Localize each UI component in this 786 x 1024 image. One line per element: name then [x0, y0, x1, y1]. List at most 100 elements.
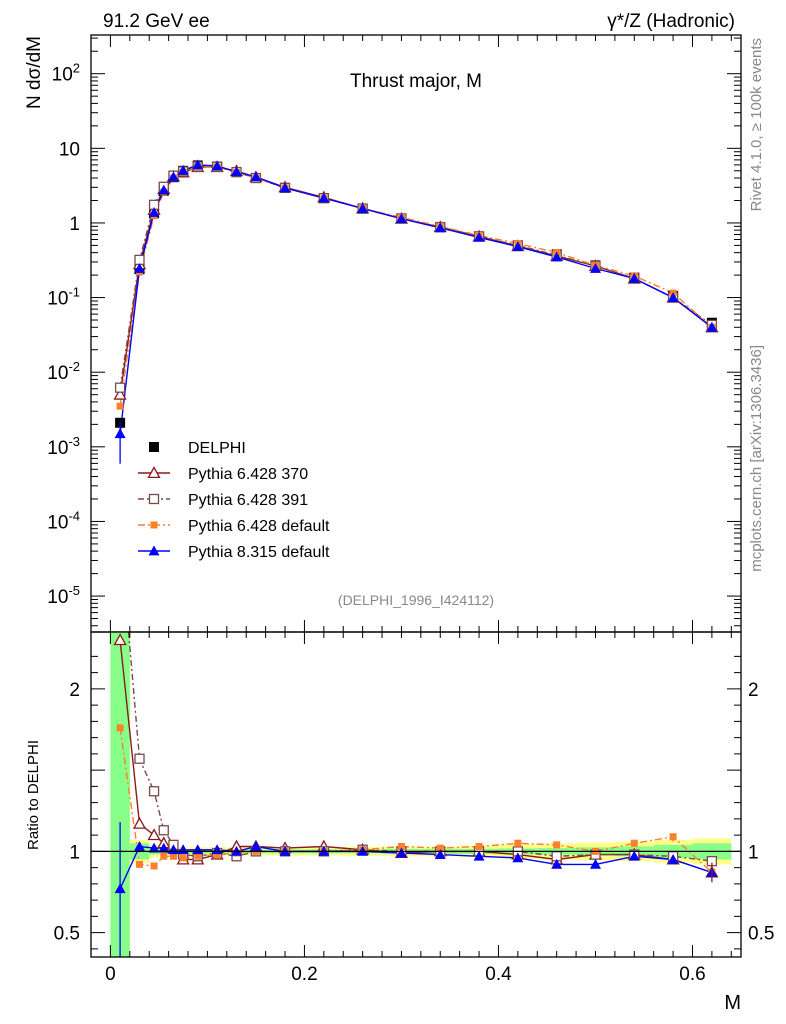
y-tick-label: 10-3	[47, 434, 80, 459]
ratio-point	[589, 858, 601, 869]
ratio-point	[475, 843, 483, 850]
data-point	[134, 254, 145, 266]
ratio-point	[160, 852, 168, 860]
analysis-watermark: (DELPHI_1996_I424112)	[338, 592, 494, 608]
header-left: 91.2 GeV ee	[103, 11, 210, 32]
x-axis-label: M	[724, 992, 741, 1014]
data-point	[279, 182, 291, 193]
ratio-lines	[119, 632, 713, 890]
plot-frame	[90, 34, 742, 633]
legend-marker	[150, 521, 158, 529]
ratio-point	[150, 862, 158, 870]
header-right: γ*/Z (Hadronic)	[607, 11, 735, 32]
y-tick-label-right: 1	[748, 842, 759, 863]
legend: DELPHI Pythia 6.428 370 Pythia 6.428 391 Py…	[138, 440, 330, 561]
data-point	[114, 382, 126, 393]
ratio-point	[136, 860, 144, 868]
ratio-point	[434, 849, 446, 860]
ratio-point	[194, 852, 202, 860]
data-point	[113, 387, 127, 400]
x-tick-label: 0.4	[485, 964, 512, 985]
x-tick-label: 0	[105, 964, 116, 985]
main-panel: 10-5 10-4 10-3 10-2 10-1 1 10 102 Thrust major,…	[24, 34, 742, 633]
data-point	[211, 160, 223, 171]
ratio-point	[630, 839, 638, 847]
ratio-series-line	[119, 727, 713, 874]
data-point	[167, 171, 179, 182]
ratio-series-line	[127, 632, 712, 862]
ratio-point	[169, 852, 177, 860]
y-tick-label: 10-1	[47, 285, 80, 310]
ratio-point	[250, 841, 262, 851]
ratio-markers	[113, 633, 719, 957]
data-point	[395, 213, 407, 224]
legend-marker	[147, 466, 161, 479]
data-point	[177, 164, 189, 175]
series-line	[119, 165, 713, 407]
legend-marker	[149, 442, 159, 452]
data-point	[192, 159, 204, 170]
main-markers	[113, 159, 719, 464]
data-point	[357, 203, 369, 213]
data-point	[512, 241, 524, 252]
data-point	[473, 231, 485, 242]
ratio-point	[395, 847, 407, 858]
main-ylabel: N dσ/dM	[24, 36, 45, 109]
y-tick-label-right: 0.5	[748, 924, 774, 945]
ratio-band	[110, 632, 732, 957]
rivet-version-label: Rivet 4.1.0, ≥ 100k events	[748, 38, 765, 211]
data-point	[706, 321, 718, 332]
x-tick-label: 0.2	[291, 964, 317, 985]
x-tick-label: 0.6	[679, 964, 705, 985]
ratio-point	[397, 843, 405, 850]
ratio-point	[628, 850, 640, 861]
main-lines	[119, 164, 713, 434]
ratio-point	[473, 850, 485, 861]
ratio-axes: 0.5 0.5 1 1 2 2 0 0.2 0.4 0.6	[54, 631, 774, 985]
ratio-point	[148, 842, 160, 853]
ratio-point	[179, 854, 187, 862]
data-point	[589, 263, 601, 273]
legend-marker	[148, 493, 160, 505]
ratio-point	[147, 828, 161, 841]
data-point	[318, 192, 330, 203]
stat-band	[110, 632, 130, 957]
series-line	[119, 165, 713, 388]
data-point	[667, 292, 679, 302]
legend-marker	[148, 545, 160, 556]
y-tick-label: 1	[69, 214, 80, 235]
ratio-point	[113, 633, 127, 646]
ratio-point	[134, 841, 146, 851]
ratio-point	[551, 858, 563, 869]
data-point	[134, 263, 146, 273]
data-point	[628, 273, 640, 283]
ratio-ylabel: Ratio to DELPHI	[25, 740, 42, 850]
data-point	[116, 402, 124, 410]
ratio-point	[436, 844, 444, 852]
data-point	[551, 251, 563, 262]
y-tick-label: 1	[69, 842, 80, 863]
data-point	[434, 222, 446, 233]
ratio-point	[514, 839, 522, 847]
data-point	[148, 207, 160, 217]
main-axes: 10-5 10-4 10-3 10-2 10-1 1 10 102	[47, 34, 742, 633]
legend-label: Pythia 6.428 391	[188, 492, 308, 509]
ratio-point	[132, 816, 147, 829]
ratio-point	[158, 842, 170, 853]
data-point	[231, 166, 243, 177]
y-tick-label: 0.5	[54, 924, 80, 945]
ratio-point	[512, 852, 524, 863]
y-tick-label: 10-4	[47, 508, 80, 533]
ratio-panel: 0.5 0.5 1 1 2 2 0 0.2 0.4 0.6 Ratio to DELPHI M	[25, 631, 774, 1014]
ratio-point	[213, 851, 221, 859]
legend-label: Pythia 6.428 370	[188, 466, 308, 483]
ratio-point	[116, 724, 124, 732]
y-tick-label: 2	[69, 680, 80, 701]
ratio-point	[148, 786, 160, 797]
legend-label: DELPHI	[188, 440, 246, 457]
plot-frame	[90, 631, 742, 958]
ratio-point	[134, 753, 145, 764]
legend-label: Pythia 6.428 default	[188, 518, 330, 535]
y-tick-label: 10-2	[47, 359, 80, 384]
